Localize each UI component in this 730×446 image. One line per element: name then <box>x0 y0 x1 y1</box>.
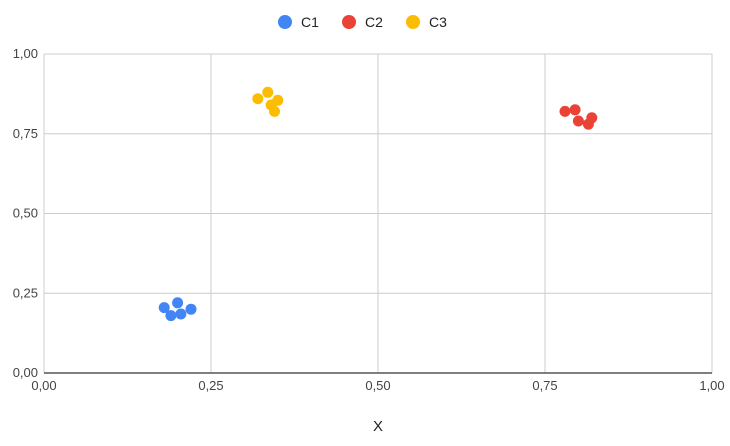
x-tick-label: 0,50 <box>365 378 390 393</box>
data-point-c2 <box>559 105 571 117</box>
gridlines <box>43 53 713 373</box>
data-point-c1 <box>185 303 197 315</box>
data-point-c1 <box>172 297 184 309</box>
y-tick-label: 1,00 <box>13 46 38 61</box>
legend-label: C2 <box>365 14 383 30</box>
x-tick-label: 0,25 <box>198 378 223 393</box>
legend-marker-c2 <box>342 15 356 29</box>
data-point-c2 <box>572 115 584 127</box>
data-point-c1 <box>175 308 187 320</box>
data-point-c3 <box>269 105 280 117</box>
x-tick-label: 0,00 <box>31 378 56 393</box>
x-axis-title: X <box>373 418 383 435</box>
x-tick-label: 1,00 <box>699 378 724 393</box>
legend-item-c1: C1 <box>278 14 319 30</box>
x-tick-label: 0,75 <box>532 378 557 393</box>
data-point-c2 <box>569 104 581 116</box>
legend-marker-c3 <box>406 15 420 29</box>
y-tick-label: 0,00 <box>13 365 38 380</box>
data-points <box>158 86 598 322</box>
y-axis-ticks: 0,00 0,25 0,50 0,75 1,00 <box>13 46 38 380</box>
y-tick-label: 0,25 <box>13 285 38 300</box>
data-point-c3 <box>252 93 264 105</box>
legend-marker-c1 <box>278 15 292 29</box>
data-point-c3 <box>272 94 284 106</box>
data-point-c1 <box>158 302 170 314</box>
data-point-c1 <box>165 310 177 322</box>
legend-label: C1 <box>301 14 319 30</box>
x-axis-ticks: 0,00 0,25 0,50 0,75 1,00 <box>31 378 724 393</box>
y-tick-label: 0,50 <box>13 206 38 221</box>
legend: C1 C2 C3 <box>278 14 447 30</box>
data-point-c3 <box>262 86 274 98</box>
legend-item-c3: C3 <box>406 14 447 30</box>
legend-item-c2: C2 <box>342 14 383 30</box>
y-tick-label: 0,75 <box>13 126 38 141</box>
data-point-c2 <box>586 112 598 124</box>
legend-label: C3 <box>429 14 447 30</box>
